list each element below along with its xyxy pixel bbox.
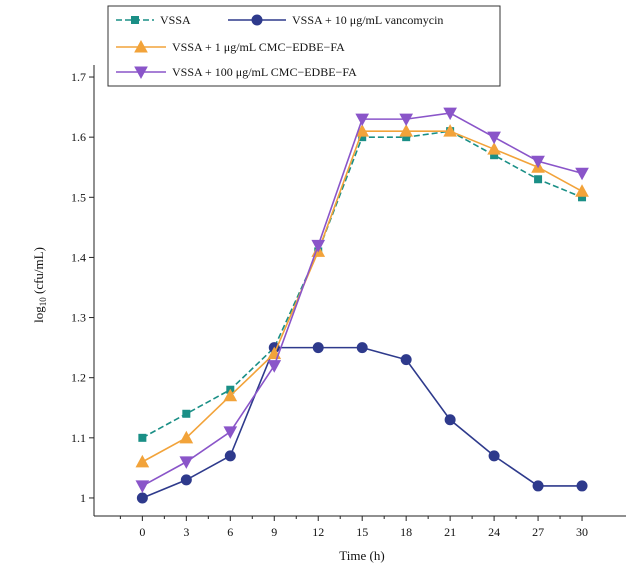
data-point xyxy=(443,124,457,137)
legend-label: VSSA + 100 μg/mL CMC−EDBE−FA xyxy=(172,65,357,79)
data-point xyxy=(532,480,544,492)
data-point xyxy=(267,360,282,373)
y-tick-label: 1.5 xyxy=(71,190,86,204)
x-tick-label: 15 xyxy=(356,525,368,539)
data-point xyxy=(399,124,414,137)
y-tick-label: 1.7 xyxy=(71,70,86,84)
y-tick-label: 1.4 xyxy=(71,250,86,264)
y-tick-label: 1.3 xyxy=(71,311,86,325)
data-point xyxy=(399,113,414,127)
data-point xyxy=(487,142,501,155)
series-line xyxy=(141,130,583,463)
legend-marker xyxy=(134,66,148,80)
x-ticks: 0 3 6 9 12 15 18 21 24 27 30 xyxy=(119,516,588,539)
y-axis-title: log10 (cfu/mL) xyxy=(31,247,48,323)
legend-label: VSSA + 10 μg/mL vancomycin xyxy=(292,13,443,27)
series-line xyxy=(141,112,583,487)
data-point xyxy=(488,450,500,462)
series-line xyxy=(141,130,583,439)
series-3 xyxy=(135,107,589,493)
data-point xyxy=(355,113,370,127)
legend: VSSA VSSA + 10 μg/mL vancomycin VSSA + 1 μ… xyxy=(107,5,501,87)
data-point xyxy=(356,342,368,354)
series-1 xyxy=(136,342,588,504)
x-axis-title: Time (h) xyxy=(339,548,384,563)
y-axis-title-main: log xyxy=(31,306,46,323)
data-point xyxy=(179,430,194,444)
legend-items: VSSA VSSA + 10 μg/mL vancomycin VSSA + 1 μ… xyxy=(116,13,443,80)
legend-marker xyxy=(251,14,263,26)
legend-item-0: VSSA xyxy=(116,13,191,27)
x-tick-label: 9 xyxy=(271,525,277,539)
data-point xyxy=(138,433,147,442)
data-point xyxy=(179,456,194,469)
data-point xyxy=(575,167,589,181)
data-point xyxy=(487,131,501,145)
legend-label: VSSA + 1 μg/mL CMC−EDBE−FA xyxy=(172,40,345,54)
legend-label: VSSA xyxy=(160,13,191,27)
series-line xyxy=(142,346,583,499)
y-tick-label: 1.6 xyxy=(71,130,86,144)
data-point xyxy=(531,155,545,169)
y-tick-label: 1.1 xyxy=(71,431,86,445)
data-point xyxy=(312,342,324,354)
legend-item-2: VSSA + 1 μg/mL CMC−EDBE−FA xyxy=(116,39,345,54)
data-point xyxy=(224,450,236,462)
x-tick-label: 24 xyxy=(488,525,500,539)
data-point xyxy=(223,426,238,439)
x-tick-label: 6 xyxy=(227,525,233,539)
data-point xyxy=(182,409,191,418)
legend-marker xyxy=(131,16,139,24)
data-point xyxy=(180,474,192,486)
series-2 xyxy=(135,124,589,468)
x-tick-label: 12 xyxy=(312,525,324,539)
legend-item-1: VSSA + 10 μg/mL vancomycin xyxy=(228,13,443,27)
y-axis-title-rest: (cfu/mL) xyxy=(31,247,46,297)
data-point xyxy=(576,480,588,492)
legend-marker xyxy=(134,39,148,53)
data-point xyxy=(534,175,543,184)
x-tick-label: 18 xyxy=(400,525,412,539)
x-tick-label: 30 xyxy=(576,525,588,539)
data-point xyxy=(135,454,150,468)
data-point xyxy=(311,239,326,253)
data-point xyxy=(444,414,456,426)
series-0 xyxy=(138,127,587,442)
data-point xyxy=(136,492,148,504)
y-axis-title-subscript: 10 xyxy=(38,297,48,307)
data-point xyxy=(355,124,370,137)
legend-box xyxy=(107,5,501,87)
legend-item-3: VSSA + 100 μg/mL CMC−EDBE−FA xyxy=(116,65,357,80)
x-tick-label: 3 xyxy=(183,525,189,539)
y-ticks: 1 1.1 1.2 1.3 1.4 1.5 1.6 1.7 xyxy=(71,70,94,505)
data-point xyxy=(400,354,412,366)
x-tick-label: 0 xyxy=(139,525,145,539)
x-tick-label: 27 xyxy=(532,525,544,539)
series-layer xyxy=(135,107,589,504)
y-tick-label: 1.2 xyxy=(71,371,86,385)
x-tick-label: 21 xyxy=(444,525,456,539)
data-point xyxy=(575,184,589,197)
axes xyxy=(93,65,626,517)
data-point xyxy=(135,480,150,493)
data-point xyxy=(223,388,238,402)
y-tick-label: 1 xyxy=(80,491,86,505)
data-point xyxy=(443,107,457,121)
